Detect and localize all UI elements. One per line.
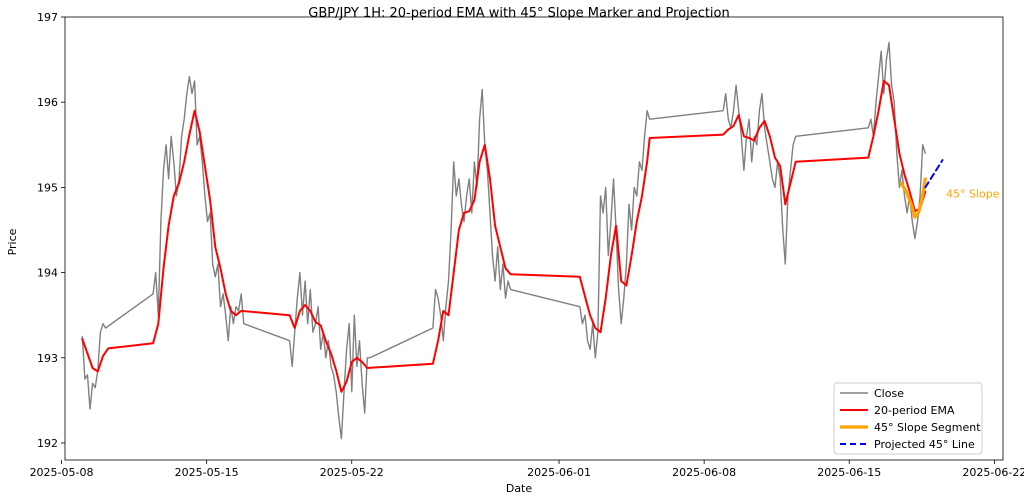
y-tick-label: 196 [37,96,58,109]
y-tick-label: 195 [37,181,58,194]
plot-frame [64,16,1004,461]
x-tick-label: 2025-05-15 [175,466,239,479]
x-axis-label: Date [506,482,533,495]
y-tick-label: 192 [37,437,58,450]
x-tick-label: 2025-05-22 [320,466,384,479]
x-tick-label: 2025-05-08 [30,466,94,479]
legend-box [833,382,983,455]
y-tick-label: 197 [37,11,58,24]
x-tick-label: 2025-06-01 [527,466,591,479]
plot-area [81,41,944,440]
x-tick-label: 2025-06-15 [817,466,881,479]
legend-label: Close [874,387,904,400]
series-line-2 [899,177,927,219]
series-line-1 [81,79,927,393]
slope-annotation: 45° Slope [946,187,1000,200]
legend: Close 20-period EMA 45° Slope Segment Proje… [833,382,983,455]
x-tick-label: 2025-06-08 [672,466,736,479]
y-tick-label: 194 [37,267,58,280]
chart-title: GBP/JPY 1H: 20-period EMA with 45° Slope… [308,6,730,21]
legend-label: 20-period EMA [874,404,955,417]
axes: 2025-05-08 2025-05-15 2025-05-22 2025-06-01… [30,11,1024,479]
y-tick-label: 193 [37,352,58,365]
legend-label: Projected 45° Line [874,438,975,451]
series-line-0 [81,41,926,440]
series-line-3 [924,159,944,189]
x-tick-label: 2025-06-22 [962,466,1024,479]
y-axis-label: Price [6,228,19,255]
legend-label: 45° Slope Segment [874,421,981,434]
